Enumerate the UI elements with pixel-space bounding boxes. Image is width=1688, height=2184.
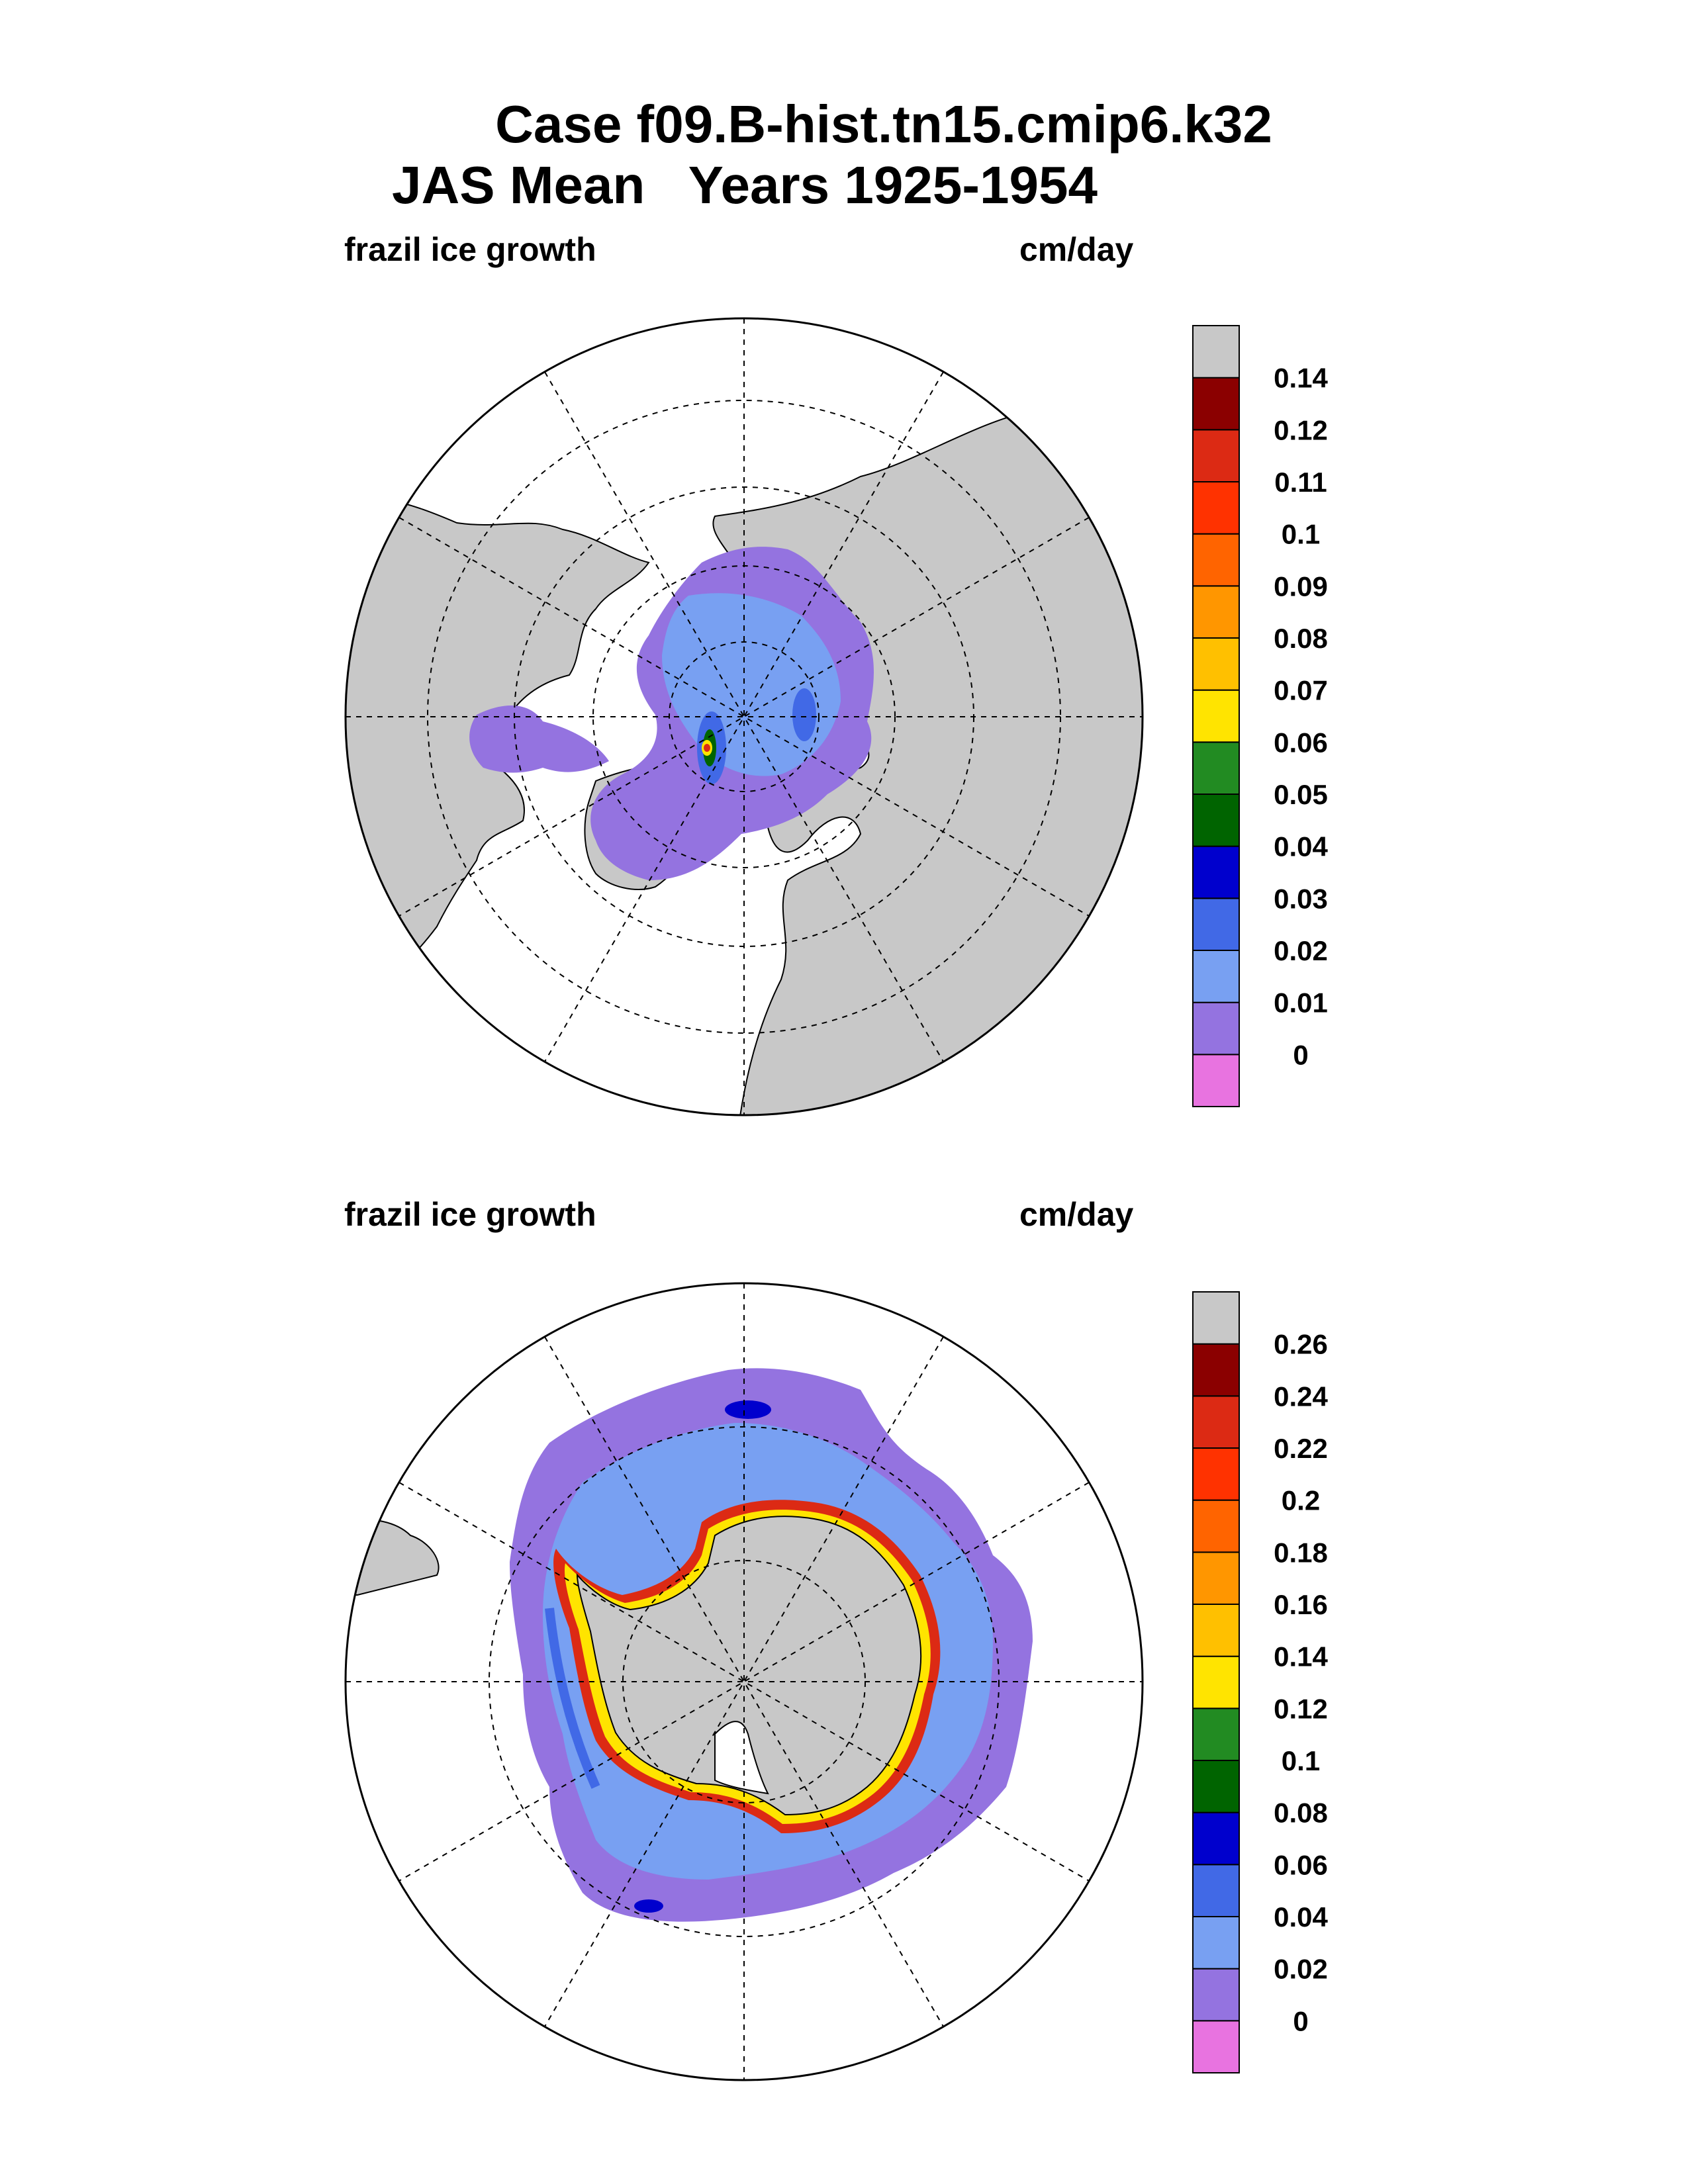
sh-colorbar-tick-label: 0.06 [1274, 1849, 1328, 1880]
sh-colorbar-tick-label: 0.02 [1274, 1954, 1328, 1985]
nh-colorbar-swatch [1192, 897, 1240, 951]
sh-frazil-outer [510, 1368, 1033, 1922]
nh-colorbar-tick-label: 0.06 [1274, 727, 1328, 758]
sh-colorbar-swatch [1192, 2020, 1240, 2074]
nh-colorbar: 0 0.01 0.02 0.03 0.04 0.05 0.06 0.07 0.08 0.09 0.1… [1192, 325, 1329, 1108]
sh-colorbar-swatch [1192, 1968, 1240, 2022]
sh-colorbar-tick-label: 0.14 [1274, 1641, 1328, 1672]
nh-colorbar-tick-label: 0.08 [1274, 623, 1328, 654]
nh-colorbar-tick-label: 0.1 [1282, 519, 1320, 550]
nh-colorbar-swatch [1192, 533, 1240, 587]
nh-colorbar-swatch [1192, 377, 1240, 431]
sh-colorbar-swatch [1192, 1655, 1240, 1709]
sh-colorbar-swatch [1192, 1499, 1240, 1553]
sh-colorbar-tick-label: 0 [1293, 2005, 1308, 2036]
sh-frazil-rim-red [553, 1500, 941, 1833]
nh-map-border [344, 317, 1144, 1116]
nh-colorbar-swatch [1192, 481, 1240, 535]
nh-colorbar-swatch [1192, 637, 1240, 691]
sh-colorbar-tick-label: 0.22 [1274, 1433, 1328, 1464]
sh-colorbar-swatch [1192, 1760, 1240, 1813]
sh-map-border [344, 1282, 1144, 2081]
sh-colorbar-tick-label: 0.1 [1282, 1745, 1320, 1776]
sh-colorbar-swatch [1192, 1864, 1240, 1917]
sh-colorbar-swatch [1192, 1811, 1240, 1866]
sh-graticule [346, 1283, 1143, 2080]
sh-colorbar-swatch [1192, 1707, 1240, 1761]
sh-frazil-mid [543, 1423, 993, 1880]
sh-land-antarctica [576, 1516, 922, 1816]
sh-colorbar-swatch [1192, 1604, 1240, 1657]
nh-colorbar-tick-label: 0.01 [1274, 987, 1328, 1019]
nh-colorbar-swatch [1192, 325, 1240, 379]
nh-colorbar-tick-label: 0.05 [1274, 779, 1328, 810]
sh-colorbar-swatch [1192, 1343, 1240, 1397]
sh-colorbar-tick-label: 0.24 [1274, 1381, 1328, 1412]
sh-colorbar-tick-label: 0.18 [1274, 1537, 1328, 1568]
sh-frazil-stripe-west [545, 1608, 600, 1789]
title-line-1: Case f09.B-hist.tn15.cmip6.k32 [495, 95, 1272, 154]
nh-polar-map [344, 317, 1144, 1116]
nh-land-north-america [346, 496, 650, 994]
nh-graticule [346, 318, 1143, 1115]
sh-colorbar-tick-label: 0.08 [1274, 1797, 1328, 1829]
nh-colorbar-swatch [1192, 950, 1240, 1003]
nh-colorbar-swatch [1192, 1001, 1240, 1056]
nh-colorbar-tick-label: 0.11 [1274, 467, 1327, 498]
sh-colorbar-tick-label: 0.04 [1274, 1901, 1328, 1933]
nh-colorbar-swatch [1192, 741, 1240, 795]
nh-colorbar-tick-label: 0.07 [1274, 675, 1328, 706]
nh-colorbar-tick-label: 0.12 [1274, 414, 1328, 445]
sh-colorbar-swatch [1192, 1291, 1240, 1345]
nh-colorbar-swatch [1192, 1054, 1240, 1108]
nh-colorbar-tick-label: 0.02 [1274, 935, 1328, 966]
nh-frazil-baffin [469, 705, 609, 773]
sh-colorbar-swatch [1192, 1551, 1240, 1606]
nh-colorbar-swatch [1192, 585, 1240, 639]
sh-ice-shelf [714, 1721, 769, 1795]
sh-colorbar-swatch [1192, 1916, 1240, 1970]
nh-colorbar-swatch [1192, 845, 1240, 899]
sh-colorbar-tick-label: 0.16 [1274, 1589, 1328, 1620]
nh-units-label: cm/day [1019, 231, 1134, 268]
nh-variable-label: frazil ice growth [344, 231, 596, 268]
sh-colorbar-tick-label: 0.2 [1282, 1485, 1320, 1516]
sh-colorbar-swatch [1192, 1395, 1240, 1449]
sh-frazil-rim-yellow [564, 1510, 931, 1824]
sh-colorbar-swatch [1192, 1447, 1240, 1501]
nh-frazil-hotspot-east [792, 688, 816, 741]
sh-frazil-patch-top [725, 1400, 771, 1419]
nh-colorbar-tick-label: 0.14 [1274, 363, 1328, 394]
nh-colorbar-tick-label: 0.09 [1274, 570, 1328, 602]
sh-units-label: cm/day [1019, 1196, 1134, 1233]
nh-colorbar-swatch [1192, 794, 1240, 847]
nh-colorbar-tick-label: 0.03 [1274, 883, 1328, 914]
sh-frazil-patch-bottom [634, 1899, 663, 1913]
nh-colorbar-swatch [1192, 429, 1240, 482]
title-line-2: JAS Mean Years 1925-1954 [392, 156, 1098, 214]
nh-frazil-hotspot-red [704, 744, 710, 752]
sh-colorbar-tick-label: 0.26 [1274, 1329, 1328, 1360]
sh-colorbar: 0 0.02 0.04 0.06 0.08 0.1 0.12 0.14 0.16 0.18 0.2 0… [1192, 1291, 1329, 2074]
sh-colorbar-tick-label: 0.12 [1274, 1693, 1328, 1724]
sh-land-south-america [346, 1519, 440, 1596]
nh-colorbar-tick-label: 0.04 [1274, 831, 1328, 862]
nh-colorbar-tick-label: 0 [1293, 1039, 1308, 1070]
sh-variable-label: frazil ice growth [344, 1196, 596, 1233]
nh-colorbar-swatch [1192, 689, 1240, 743]
